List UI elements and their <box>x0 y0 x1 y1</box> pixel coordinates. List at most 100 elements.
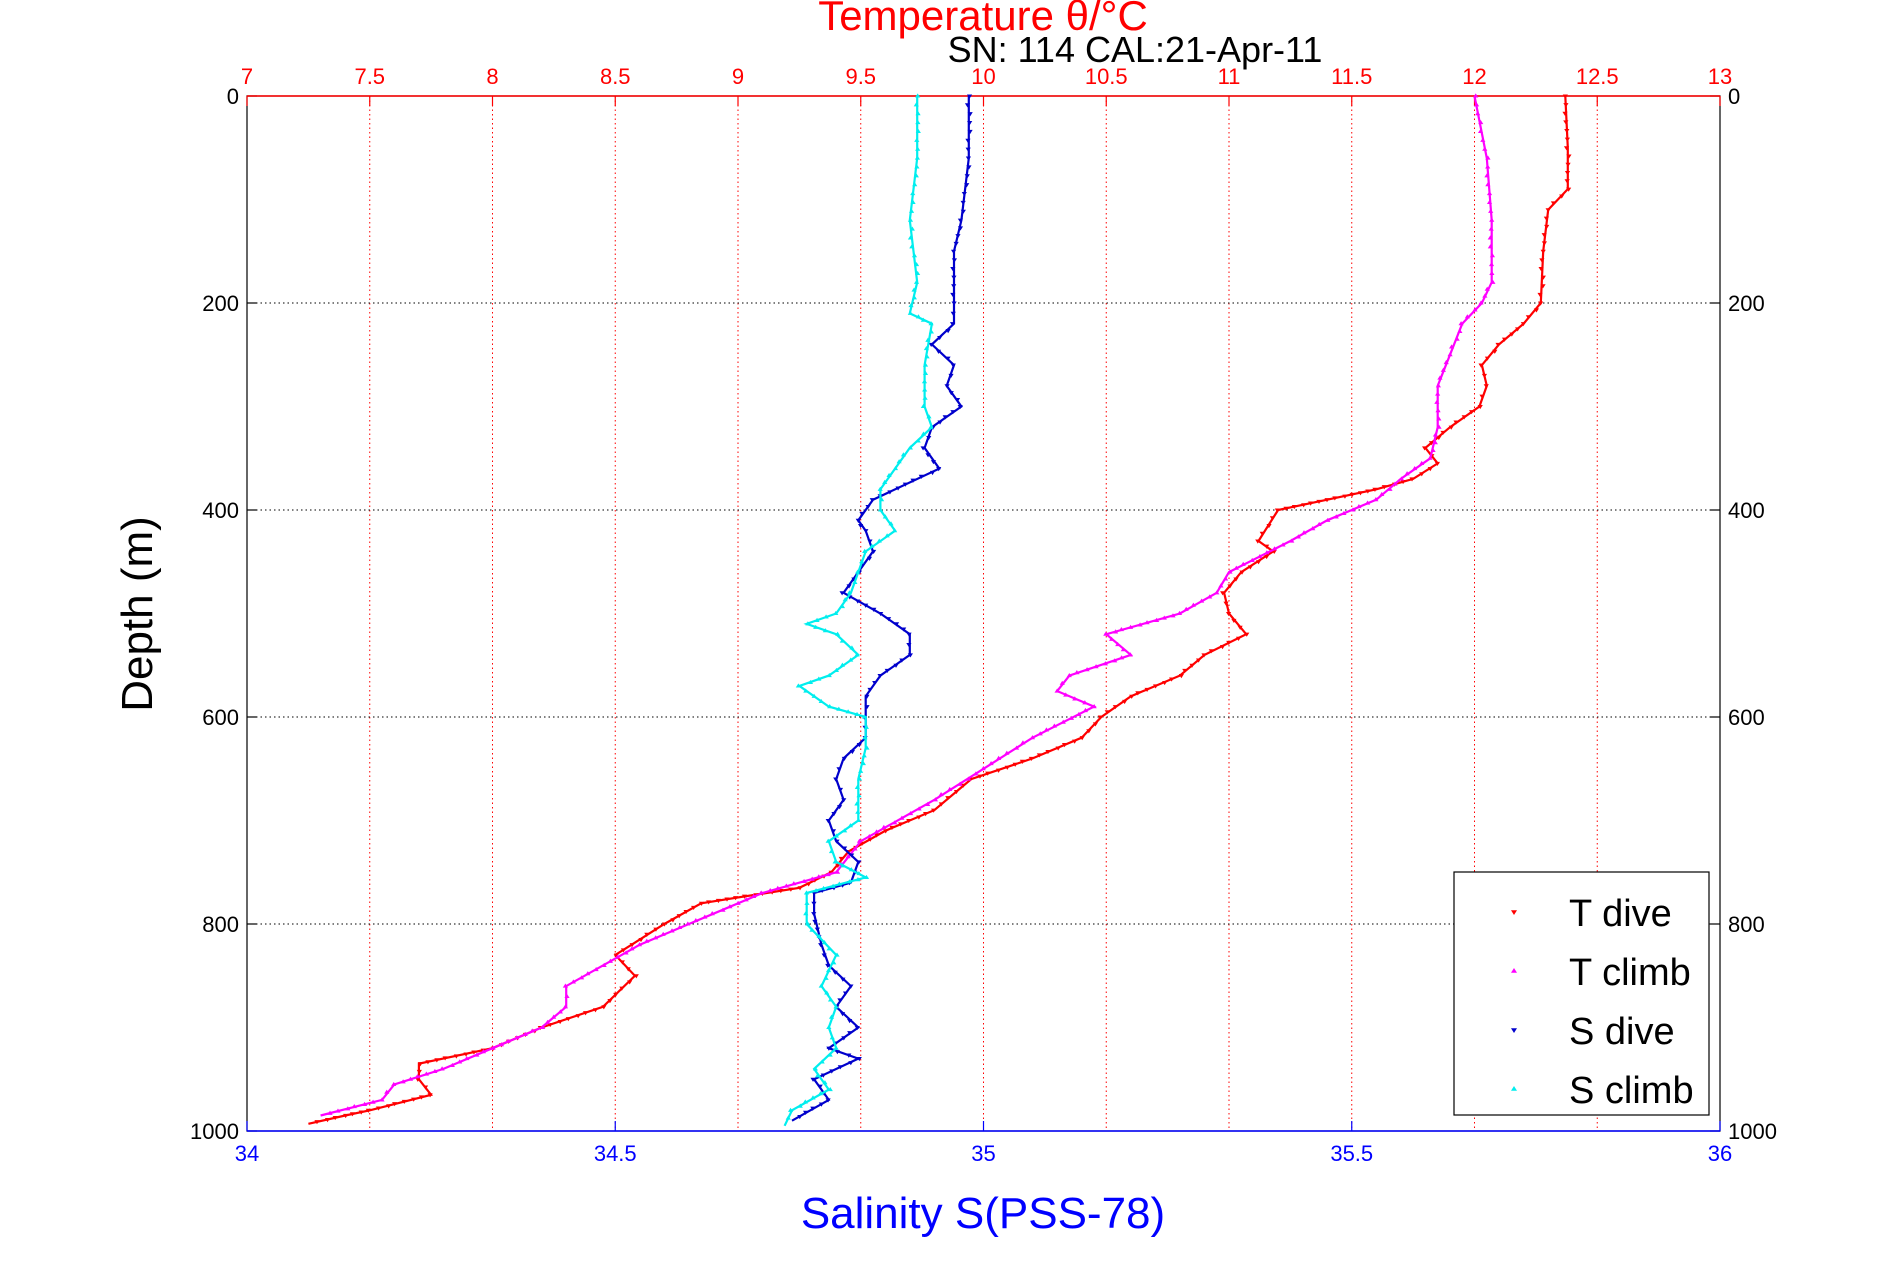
data-point <box>811 693 817 698</box>
data-point <box>1564 179 1570 184</box>
data-point <box>836 767 842 772</box>
data-point <box>1473 102 1480 107</box>
data-point <box>423 1071 429 1076</box>
data-point <box>1223 576 1229 581</box>
data-point <box>847 823 854 828</box>
data-point <box>861 753 867 758</box>
data-point <box>1488 226 1494 231</box>
data-point <box>900 452 907 457</box>
data-point <box>1091 704 1097 709</box>
data-point <box>1104 710 1110 715</box>
data-point <box>842 991 849 996</box>
data-point <box>1220 591 1226 596</box>
data-point <box>907 217 914 222</box>
data-point <box>935 349 942 354</box>
data-point <box>1495 342 1501 347</box>
data-point <box>829 1069 835 1074</box>
data-point <box>775 885 781 890</box>
data-point <box>683 910 689 915</box>
data-point <box>895 486 901 491</box>
data-point <box>812 919 818 925</box>
data-point <box>924 354 930 359</box>
data-point <box>922 362 929 367</box>
data-point <box>432 1068 438 1074</box>
data-point <box>845 854 851 859</box>
data-point <box>837 998 843 1003</box>
data-point <box>384 1089 390 1094</box>
data-point <box>1244 632 1250 637</box>
data-point <box>854 711 860 716</box>
data-series <box>308 93 1572 1127</box>
top-axis-tick-label: 10.5 <box>1085 64 1128 89</box>
data-point <box>907 445 913 450</box>
data-point <box>985 771 991 776</box>
data-point <box>1398 476 1405 481</box>
data-point <box>892 820 898 825</box>
data-point <box>670 918 676 923</box>
data-point <box>1271 546 1278 551</box>
data-point <box>901 627 907 632</box>
data-point <box>1037 731 1043 736</box>
data-point <box>899 815 905 820</box>
data-point <box>811 912 817 917</box>
data-point <box>877 674 883 679</box>
data-point <box>838 856 844 862</box>
data-point <box>1436 416 1442 421</box>
data-point <box>592 1008 599 1013</box>
data-point <box>892 528 898 533</box>
data-point <box>885 617 892 622</box>
data-point <box>848 657 854 662</box>
series-s-dive <box>791 94 973 1122</box>
data-point <box>957 226 964 231</box>
data-point <box>859 559 865 564</box>
data-point <box>826 673 832 678</box>
data-point <box>864 745 870 750</box>
data-point <box>1154 617 1160 622</box>
top-axis-tick-label: 12.5 <box>1576 64 1619 89</box>
data-point <box>1392 481 1398 486</box>
data-point <box>869 543 875 548</box>
data-point <box>1541 233 1547 238</box>
data-point <box>950 249 957 254</box>
data-point <box>951 258 958 263</box>
data-point <box>801 878 807 884</box>
data-point <box>335 1108 341 1113</box>
data-point <box>957 404 963 410</box>
data-point <box>797 1103 803 1108</box>
data-point <box>1004 750 1010 755</box>
data-point <box>1539 258 1545 263</box>
data-point <box>644 938 650 943</box>
data-point <box>797 1114 803 1120</box>
data-point <box>831 960 837 965</box>
data-point <box>896 459 902 464</box>
data-point <box>1478 120 1484 125</box>
data-point <box>345 1106 351 1111</box>
data-point <box>415 1077 421 1082</box>
legend-label: S dive <box>1569 1011 1675 1053</box>
data-point <box>912 182 918 187</box>
data-point <box>1264 544 1270 549</box>
top-axis-tick-label: 7.5 <box>354 64 385 89</box>
data-point <box>945 796 951 801</box>
data-point <box>1097 715 1103 720</box>
data-point <box>925 453 931 458</box>
data-point <box>613 992 619 997</box>
data-point <box>966 165 972 170</box>
data-point <box>434 1058 440 1063</box>
left-axis-tick-label: 400 <box>202 498 239 523</box>
data-point <box>1515 327 1521 332</box>
data-point <box>1189 663 1195 668</box>
data-point <box>324 1118 331 1123</box>
data-point <box>1082 700 1088 705</box>
left-axis-tick-label: 0 <box>227 84 239 109</box>
data-point <box>812 1066 819 1071</box>
data-point <box>816 874 822 879</box>
data-point <box>1537 292 1543 297</box>
data-point <box>1435 408 1441 413</box>
data-point <box>909 226 915 231</box>
data-point <box>1490 279 1496 284</box>
data-point <box>803 688 809 693</box>
data-point <box>920 317 926 322</box>
data-point <box>636 942 643 947</box>
data-point <box>833 833 840 838</box>
